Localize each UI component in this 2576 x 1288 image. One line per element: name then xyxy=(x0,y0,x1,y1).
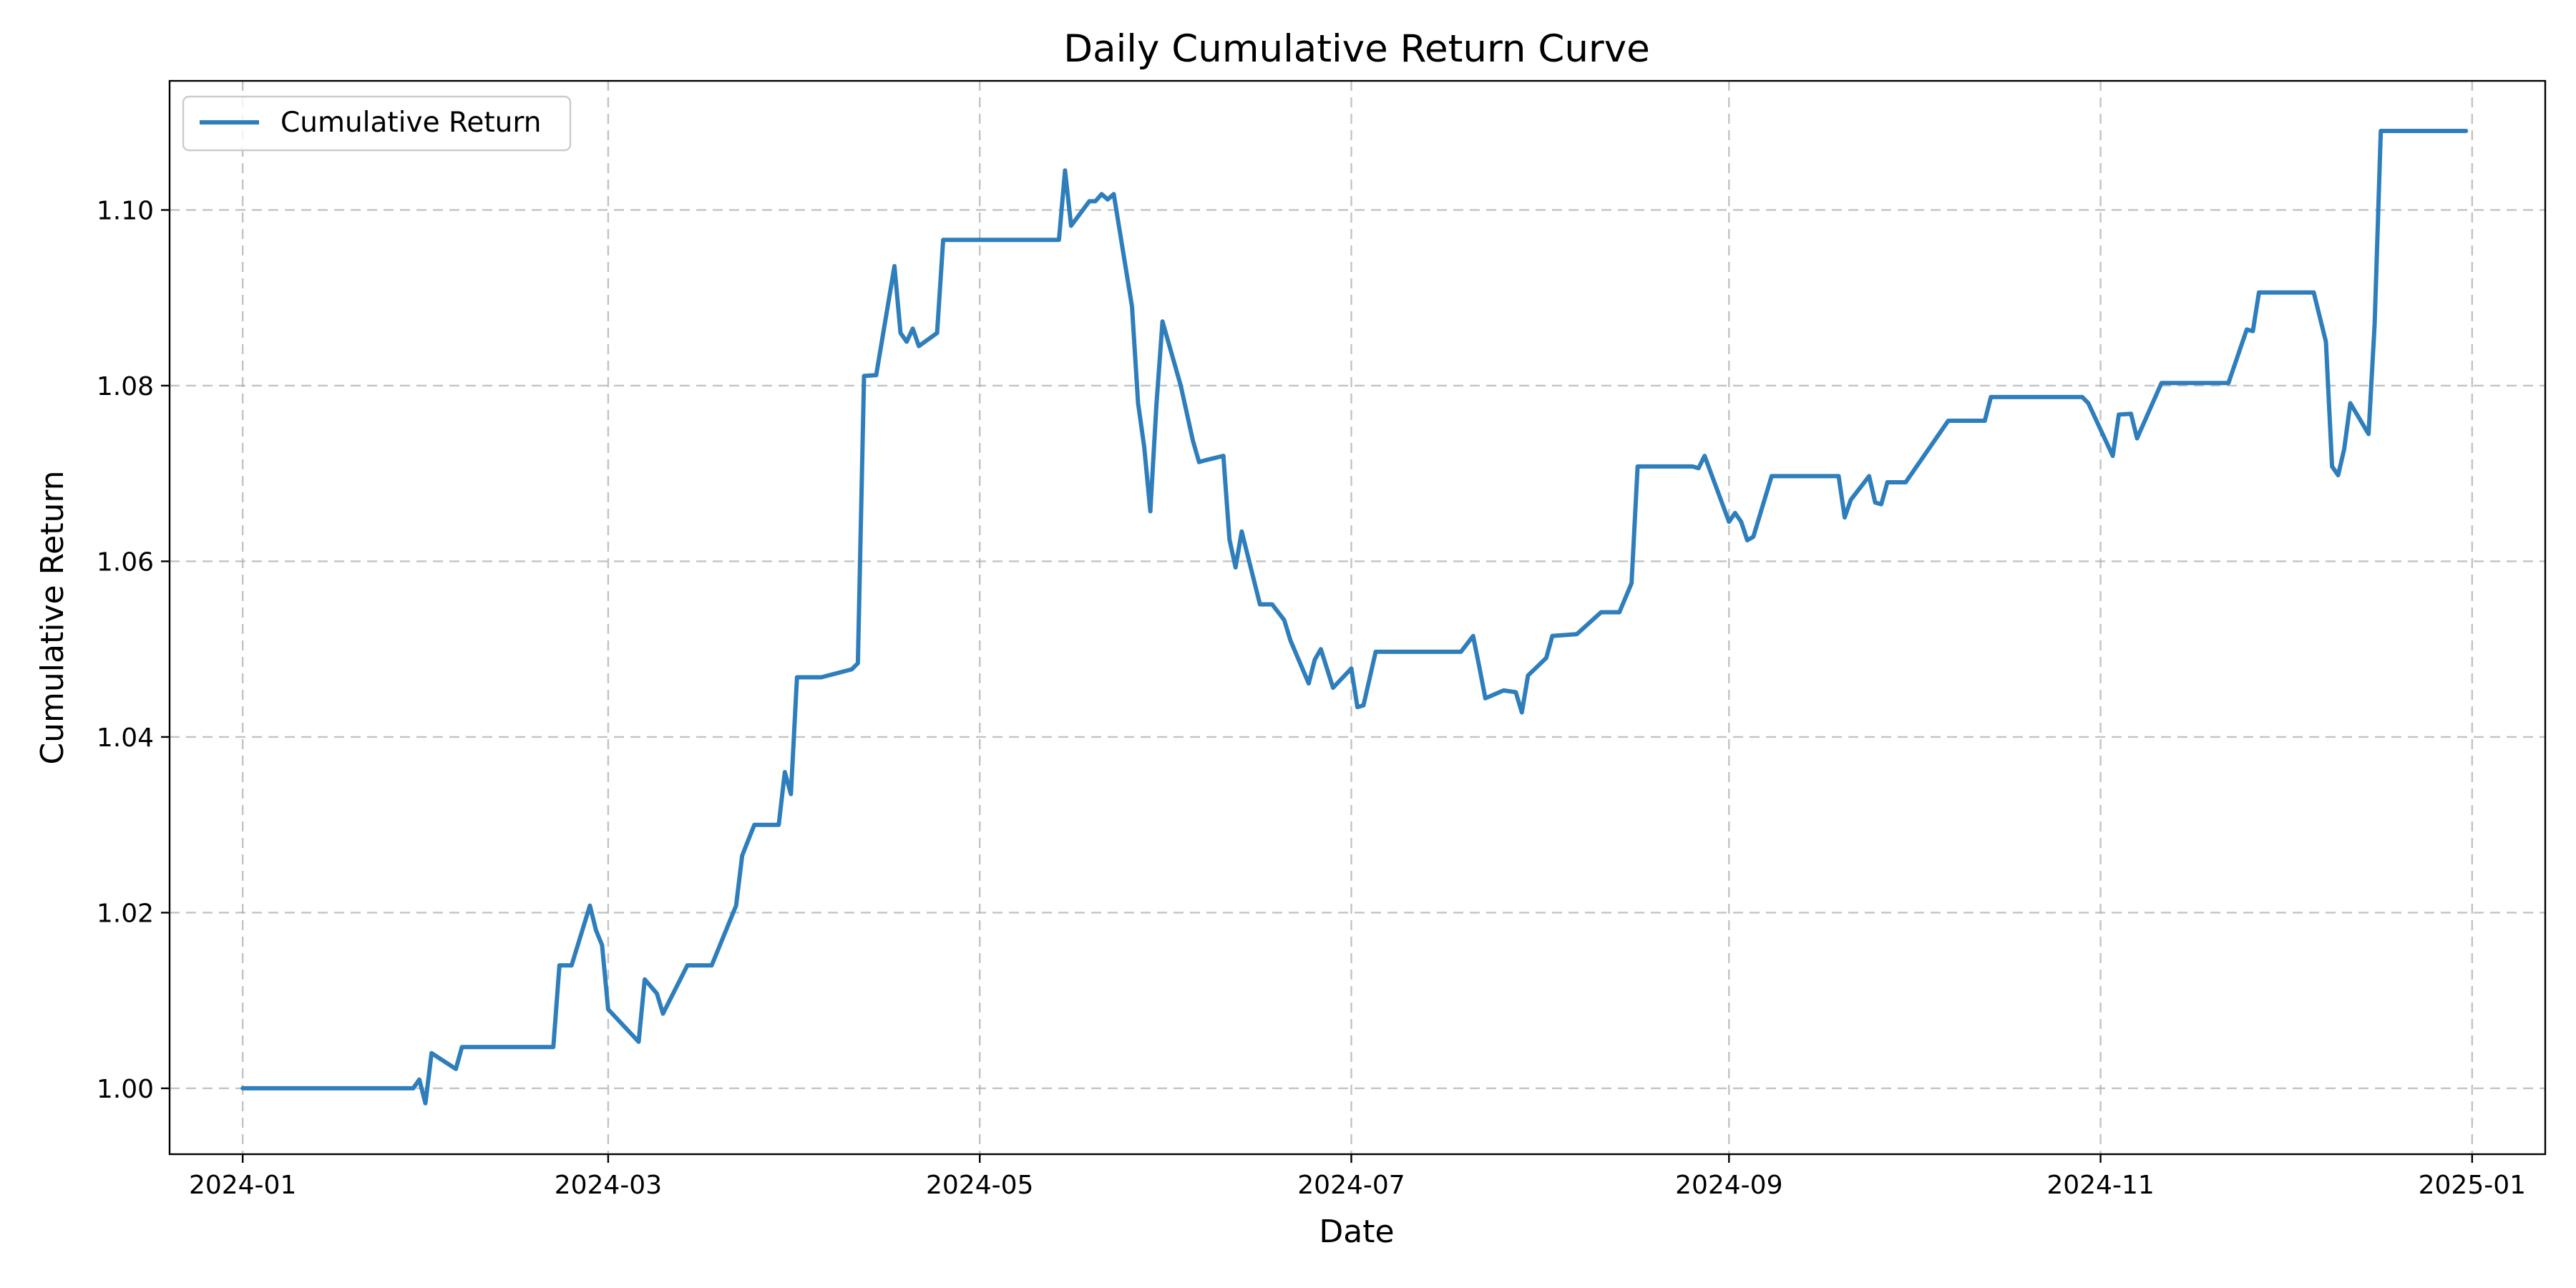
y-tick-label: 1.06 xyxy=(97,547,154,577)
y-tick-label: 1.04 xyxy=(97,723,154,753)
x-axis: 2024-01 2024-03 2024-05 2024-07 2024-09 2024-… xyxy=(189,1154,2526,1200)
legend-label: Cumulative Return xyxy=(280,107,541,139)
x-tick-label: 2024-05 xyxy=(926,1171,1033,1200)
series-line xyxy=(240,129,2469,1106)
chart-title: Daily Cumulative Return Curve xyxy=(1063,27,1649,71)
plot-area-frame xyxy=(168,79,2547,1156)
x-tick-label: 2024-01 xyxy=(189,1171,296,1200)
x-tick-label: 2024-11 xyxy=(2046,1171,2154,1200)
x-tick-label: 2024-03 xyxy=(555,1171,662,1200)
y-axis-label: Cumulative Return xyxy=(34,470,71,764)
y-tick-label: 1.02 xyxy=(97,899,154,928)
x-tick-label: 2024-09 xyxy=(1675,1171,1782,1200)
grid xyxy=(170,81,2545,1154)
plot-lines xyxy=(240,129,2469,1106)
y-tick-label: 1.00 xyxy=(97,1075,154,1104)
legend: Cumulative Return xyxy=(182,95,572,152)
x-axis-label: Date xyxy=(1319,1214,1394,1250)
x-tick-label: 2025-01 xyxy=(2419,1171,2526,1200)
x-tick-label: 2024-07 xyxy=(1297,1171,1405,1200)
y-tick-label: 1.08 xyxy=(97,372,154,401)
legend-box xyxy=(182,95,572,152)
y-axis: 1.00 1.02 1.04 1.06 1.08 1.10 xyxy=(97,196,170,1104)
y-tick-label: 1.10 xyxy=(97,196,154,225)
